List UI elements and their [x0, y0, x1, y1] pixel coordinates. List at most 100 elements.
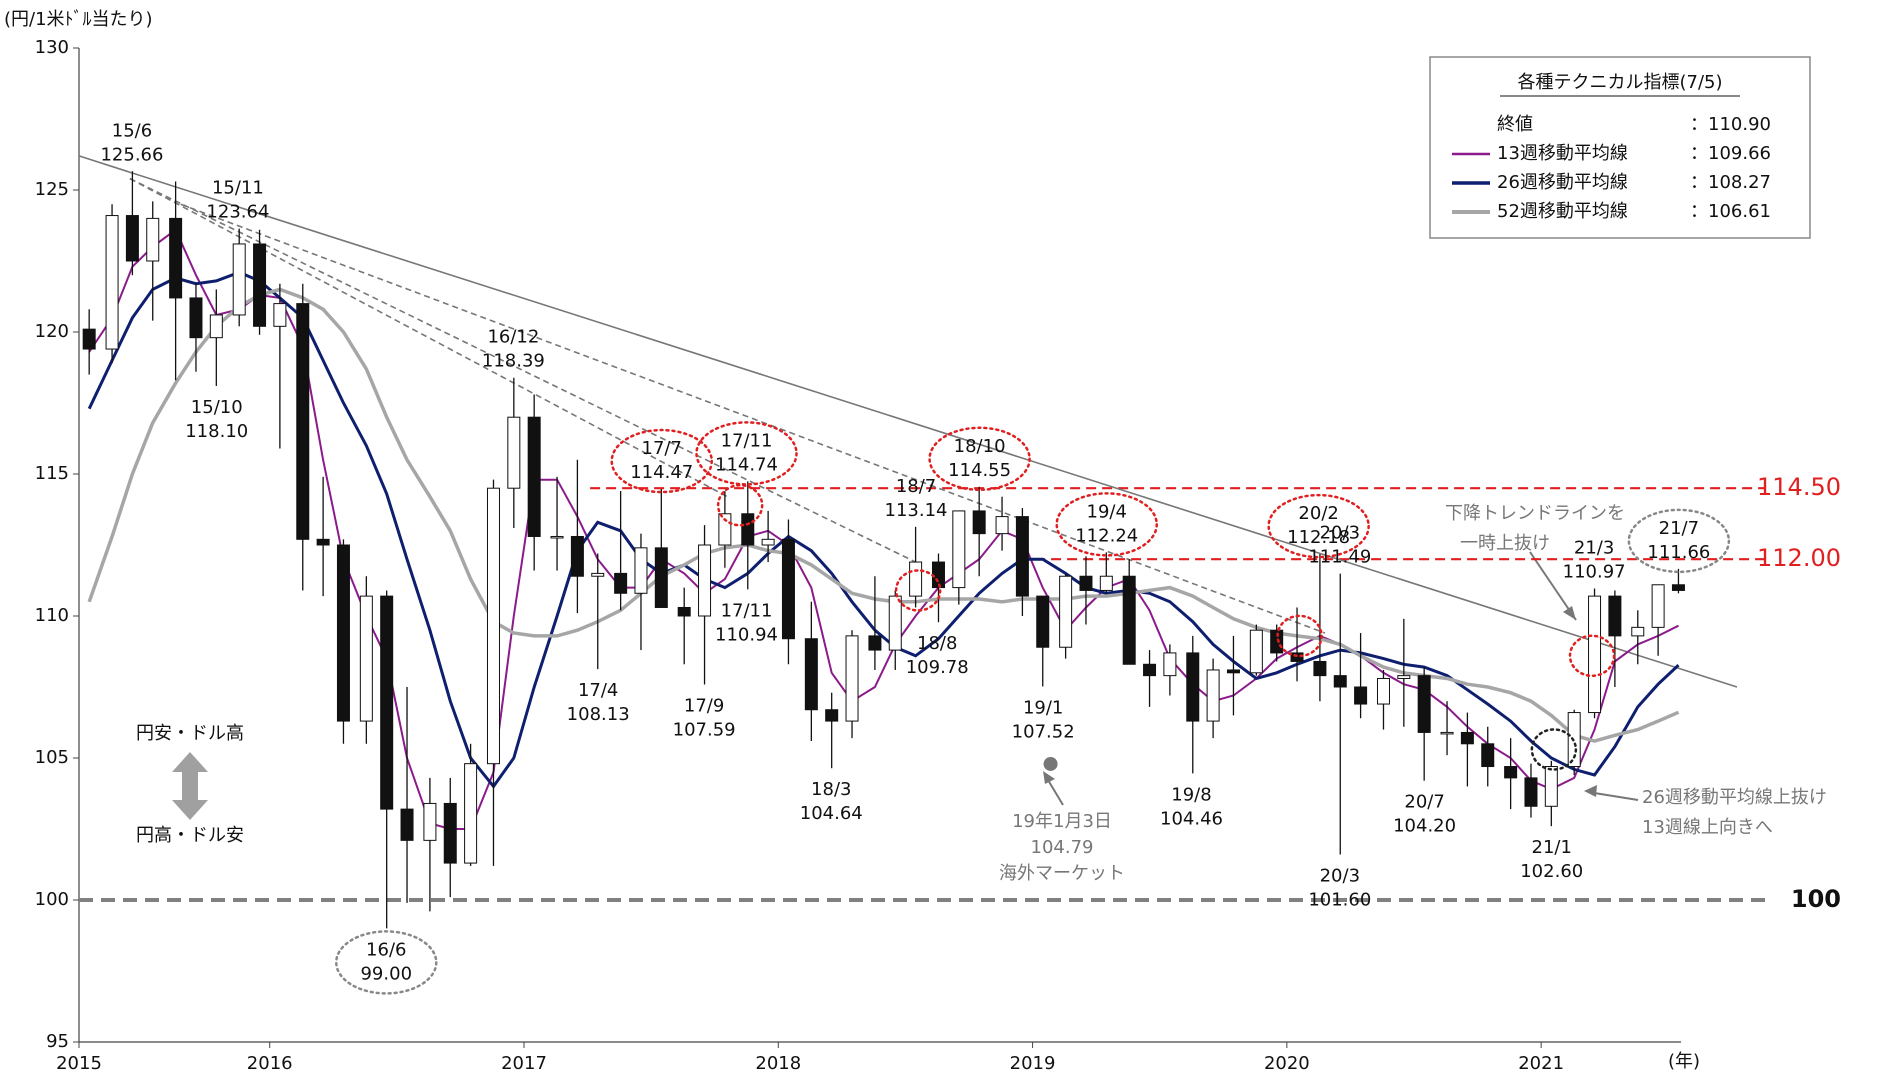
candle-body [1143, 663, 1157, 677]
annotation-date: 15/11 [212, 178, 264, 199]
annotation-date: 20/3 [1320, 523, 1360, 544]
flash-crash-note: 海外マーケット [999, 863, 1125, 884]
annotation-date: 20/7 [1404, 792, 1444, 813]
annotation-date: 18/10 [954, 436, 1006, 457]
annotation-value: 108.13 [567, 704, 630, 725]
candle-body [1059, 575, 1073, 648]
candle-body [614, 572, 628, 594]
y-tick-label: 95 [46, 1031, 69, 1052]
candle-body [105, 215, 119, 350]
candle-body [825, 709, 839, 722]
candle-body [359, 595, 373, 722]
candle-body [82, 328, 96, 350]
x-tick-label: 2018 [755, 1053, 801, 1074]
annotation-value: 125.66 [100, 144, 163, 165]
candle-body [1440, 731, 1454, 735]
flash-crash-date: 19年1月3日 [1012, 811, 1112, 832]
candle-body [634, 547, 648, 594]
legend-label: 52週移動平均線 [1497, 201, 1628, 222]
candle-body [169, 217, 183, 299]
legend-value: ：108.27 [1690, 172, 1771, 193]
reference-label: 112.00 [1757, 544, 1841, 572]
candle-body [1099, 575, 1113, 591]
y-tick-label: 130 [35, 37, 69, 58]
candle-body [1417, 675, 1431, 733]
candle-body [781, 538, 795, 640]
annotation-date: 19/4 [1087, 501, 1127, 522]
candle-body [909, 561, 923, 597]
trend-line [78, 155, 1738, 688]
candle-body [189, 297, 203, 339]
circled-point [1568, 634, 1616, 678]
moving-average-line [87, 270, 1680, 789]
legend-value: ：106.61 [1690, 201, 1771, 222]
reference-label: 114.50 [1757, 473, 1841, 501]
candle-body [718, 513, 732, 546]
annotation-value: 114.55 [948, 460, 1011, 481]
annotation-date: 18/7 [896, 476, 936, 497]
trend-line [180, 203, 1326, 634]
candle-body [232, 243, 246, 316]
candle-body [1249, 629, 1263, 674]
annotation-circle [1055, 492, 1158, 557]
candle-body [1186, 652, 1200, 722]
flash-crash-dot [1043, 756, 1058, 771]
legend-title: 各種テクニカル指標(7/5) [1517, 72, 1722, 93]
legend-label: 13週移動平均線 [1497, 143, 1628, 164]
y-tick-label: 105 [35, 747, 69, 768]
candle-body [380, 595, 394, 810]
annotation-date: 17/11 [721, 430, 773, 451]
x-unit-label: (年) [1668, 1051, 1700, 1072]
annotation-value: 104.20 [1393, 816, 1456, 837]
moving-average-line [87, 287, 1680, 743]
y-tick-label: 125 [35, 179, 69, 200]
annotation-value: 101.60 [1308, 890, 1371, 911]
direction-arrow [172, 752, 208, 820]
candle-body [570, 535, 584, 577]
callout-text: 一時上抜け [1460, 533, 1550, 554]
annotation-date: 21/7 [1659, 518, 1699, 539]
candle-body [1036, 595, 1050, 648]
candle-body [1460, 731, 1474, 745]
candle-body [443, 802, 457, 864]
legend-value: ：109.66 [1690, 143, 1771, 164]
annotation-value: 112.24 [1075, 525, 1138, 546]
candle-body [1290, 652, 1304, 662]
annotation-value: 118.10 [185, 421, 248, 442]
annotation-date: 16/6 [366, 939, 406, 960]
candle-body [1333, 675, 1347, 688]
x-tick-label: 2020 [1264, 1053, 1310, 1074]
annotation-date: 17/7 [642, 438, 682, 459]
legend-box [1429, 56, 1811, 239]
annotation-value: 102.60 [1520, 861, 1583, 882]
candle-body [1631, 626, 1645, 637]
annotation-circle [1627, 508, 1731, 574]
candle-body [1608, 595, 1622, 637]
candle-body [1651, 584, 1665, 628]
direction-down-label: 円高・ドル安 [136, 825, 244, 846]
annotation-value: 111.66 [1647, 542, 1710, 563]
candle-body [423, 802, 437, 841]
annotation-date: 19/8 [1171, 784, 1211, 805]
circled-point [1276, 614, 1323, 658]
candle-body [336, 544, 350, 722]
reference-label: 100 [1791, 885, 1841, 913]
annotation-date: 21/1 [1532, 837, 1572, 858]
candle-body [1504, 766, 1518, 779]
annotation-circle [1267, 493, 1370, 559]
candle-body [995, 516, 1009, 535]
candle-body [125, 215, 139, 262]
annotation-value: 99.00 [360, 963, 412, 984]
y-unit-label: (円/1米ﾄﾞﾙ当たり) [4, 9, 153, 30]
legend-label: 26週移動平均線 [1497, 172, 1628, 193]
candle-body [868, 635, 882, 651]
y-tick-label: 115 [35, 463, 69, 484]
candle-body [146, 217, 160, 262]
candle-body [1354, 686, 1368, 705]
candle-body [1313, 660, 1327, 677]
candle-body [1226, 669, 1240, 674]
candle-body [591, 572, 605, 577]
annotation-date: 19/1 [1023, 697, 1063, 718]
candle-body [741, 513, 755, 546]
